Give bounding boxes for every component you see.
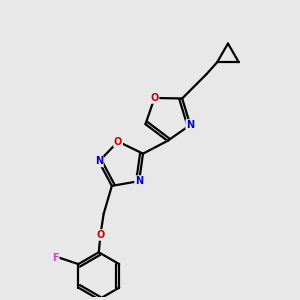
Text: O: O bbox=[96, 230, 104, 240]
Text: N: N bbox=[135, 176, 143, 186]
Text: N: N bbox=[186, 120, 194, 130]
Text: O: O bbox=[150, 93, 159, 103]
Text: O: O bbox=[114, 136, 122, 146]
Text: F: F bbox=[52, 253, 59, 262]
Text: N: N bbox=[95, 156, 103, 167]
